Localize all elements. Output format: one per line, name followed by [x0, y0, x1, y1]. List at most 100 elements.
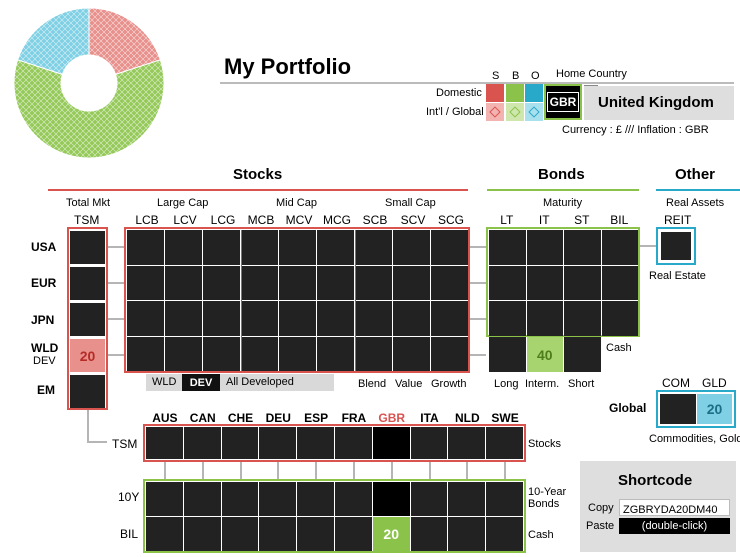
country-cell-tsm-deu[interactable]: [259, 427, 297, 459]
stock-cell-usa-lcb[interactable]: [127, 230, 164, 265]
tsm-cell-wld[interactable]: 20: [70, 339, 105, 372]
stock-cell-jpn-scg[interactable]: [431, 301, 468, 336]
intl-other-swatch[interactable]: [525, 103, 543, 121]
country-cell-bil-gbr[interactable]: 20: [372, 517, 410, 551]
country-cell-bil-deu[interactable]: [259, 517, 297, 551]
home-country-box[interactable]: GBR: [544, 84, 582, 120]
country-cell-tsm-fra[interactable]: [335, 427, 372, 459]
country-cell-10y-ita[interactable]: [410, 482, 448, 516]
tsm-cell-usa[interactable]: [70, 231, 105, 264]
stock-cell-usa-lcg[interactable]: [203, 230, 240, 265]
domestic-stocks-swatch[interactable]: [486, 84, 504, 102]
country-cell-bil-fra[interactable]: [335, 517, 372, 551]
stock-cell-wld-lcv[interactable]: [165, 336, 202, 371]
country-cell-tsm-aus[interactable]: [146, 427, 183, 459]
stock-cell-wld-lcb[interactable]: [127, 336, 164, 371]
stock-cell-wld-mcb[interactable]: [241, 336, 278, 371]
country-cell-tsm-gbr[interactable]: [372, 427, 410, 459]
stock-cell-wld-scg[interactable]: [431, 336, 468, 371]
country-cell-10y-gbr[interactable]: [372, 482, 410, 516]
stock-cell-eur-lcg[interactable]: [203, 265, 240, 300]
country-cell-10y-esp[interactable]: [297, 482, 334, 516]
bond-cell-usa-lt[interactable]: [489, 230, 526, 265]
stock-cell-jpn-scv[interactable]: [393, 301, 430, 336]
stock-cell-jpn-mcb[interactable]: [241, 301, 278, 336]
bond-cell-eur-st[interactable]: [564, 265, 601, 300]
country-cell-tsm-swe[interactable]: [486, 427, 523, 459]
stock-cell-usa-mcb[interactable]: [241, 230, 278, 265]
stock-cell-jpn-scb[interactable]: [355, 301, 392, 336]
shortcode-copy-field[interactable]: ZGBRYDA20DM40: [619, 499, 730, 516]
stock-cell-usa-mcg[interactable]: [317, 230, 354, 265]
tsm-cell-jpn[interactable]: [70, 303, 105, 336]
country-cell-10y-swe[interactable]: [486, 482, 523, 516]
stock-cell-jpn-lcg[interactable]: [203, 301, 240, 336]
gld-cell[interactable]: 20: [697, 394, 732, 424]
intl-bonds-swatch[interactable]: [506, 103, 524, 121]
stock-cell-eur-scb[interactable]: [355, 265, 392, 300]
country-cell-10y-che[interactable]: [221, 482, 259, 516]
stock-cell-wld-mcv[interactable]: [279, 336, 316, 371]
domestic-other-swatch[interactable]: [525, 84, 543, 102]
reit-cell[interactable]: [656, 227, 696, 265]
bond-cell-eur-bil[interactable]: [601, 265, 638, 300]
com-cell[interactable]: [660, 394, 696, 424]
bond-cell-eur-lt[interactable]: [489, 265, 526, 300]
country-cell-bil-che[interactable]: [221, 517, 259, 551]
bond-cell-wld-it[interactable]: 40: [526, 337, 563, 372]
country-cell-10y-deu[interactable]: [259, 482, 297, 516]
country-cell-10y-can[interactable]: [183, 482, 221, 516]
country-cell-10y-fra[interactable]: [335, 482, 372, 516]
stock-cell-wld-scb[interactable]: [355, 336, 392, 371]
shortcode-paste-field[interactable]: (double-click): [619, 518, 730, 534]
stock-cell-eur-scv[interactable]: [393, 265, 430, 300]
country-cell-tsm-nld[interactable]: [448, 427, 486, 459]
bond-cell-usa-st[interactable]: [564, 230, 601, 265]
stock-cell-usa-lcv[interactable]: [165, 230, 202, 265]
bond-cell-jpn-lt[interactable]: [489, 301, 526, 336]
stock-cell-jpn-lcv[interactable]: [165, 301, 202, 336]
tsm-cell-em[interactable]: [70, 375, 105, 408]
country-cell-tsm-esp[interactable]: [297, 427, 334, 459]
bond-cell-jpn-st[interactable]: [564, 301, 601, 336]
stock-cell-usa-scg[interactable]: [431, 230, 468, 265]
country-cell-bil-aus[interactable]: [146, 517, 183, 551]
bond-cell-wld-st[interactable]: [564, 337, 601, 372]
country-cell-tsm-ita[interactable]: [410, 427, 448, 459]
stock-cell-jpn-mcv[interactable]: [279, 301, 316, 336]
domestic-bonds-swatch[interactable]: [506, 84, 524, 102]
country-cell-bil-can[interactable]: [183, 517, 221, 551]
stock-cell-eur-lcb[interactable]: [127, 265, 164, 300]
stock-cell-usa-scv[interactable]: [393, 230, 430, 265]
country-cell-bil-nld[interactable]: [448, 517, 486, 551]
country-cell-bil-swe[interactable]: [486, 517, 523, 551]
bond-cell-usa-it[interactable]: [526, 230, 563, 265]
stock-cell-eur-mcv[interactable]: [279, 265, 316, 300]
stock-cell-usa-scb[interactable]: [355, 230, 392, 265]
country-cell-10y-nld[interactable]: [448, 482, 486, 516]
country-cell-tsm-che[interactable]: [221, 427, 259, 459]
stock-cell-wld-scv[interactable]: [393, 336, 430, 371]
bond-cell-jpn-bil[interactable]: [601, 301, 638, 336]
stock-cell-jpn-mcg[interactable]: [317, 301, 354, 336]
stock-cell-eur-mcg[interactable]: [317, 265, 354, 300]
stock-cell-eur-mcb[interactable]: [241, 265, 278, 300]
country-cell-tsm-can[interactable]: [183, 427, 221, 459]
tsm-cell-eur[interactable]: [70, 267, 105, 300]
stock-cell-jpn-lcb[interactable]: [127, 301, 164, 336]
country-cell-bil-esp[interactable]: [297, 517, 334, 551]
stock-cell-wld-mcg[interactable]: [317, 336, 354, 371]
toggle-dev[interactable]: DEV: [182, 374, 220, 391]
stock-cell-eur-lcv[interactable]: [165, 265, 202, 300]
bond-cell-wld-lt[interactable]: [489, 337, 526, 372]
bond-cell-usa-bil[interactable]: [601, 230, 638, 265]
intl-stocks-swatch[interactable]: [486, 103, 504, 121]
bond-cell-eur-it[interactable]: [526, 265, 563, 300]
toggle-wld[interactable]: WLD: [152, 376, 177, 388]
stock-cell-wld-lcg[interactable]: [203, 336, 240, 371]
country-cell-10y-aus[interactable]: [146, 482, 183, 516]
country-cell-bil-ita[interactable]: [410, 517, 448, 551]
stock-cell-eur-scg[interactable]: [431, 265, 468, 300]
stock-cell-usa-mcv[interactable]: [279, 230, 316, 265]
bond-cell-jpn-it[interactable]: [526, 301, 563, 336]
